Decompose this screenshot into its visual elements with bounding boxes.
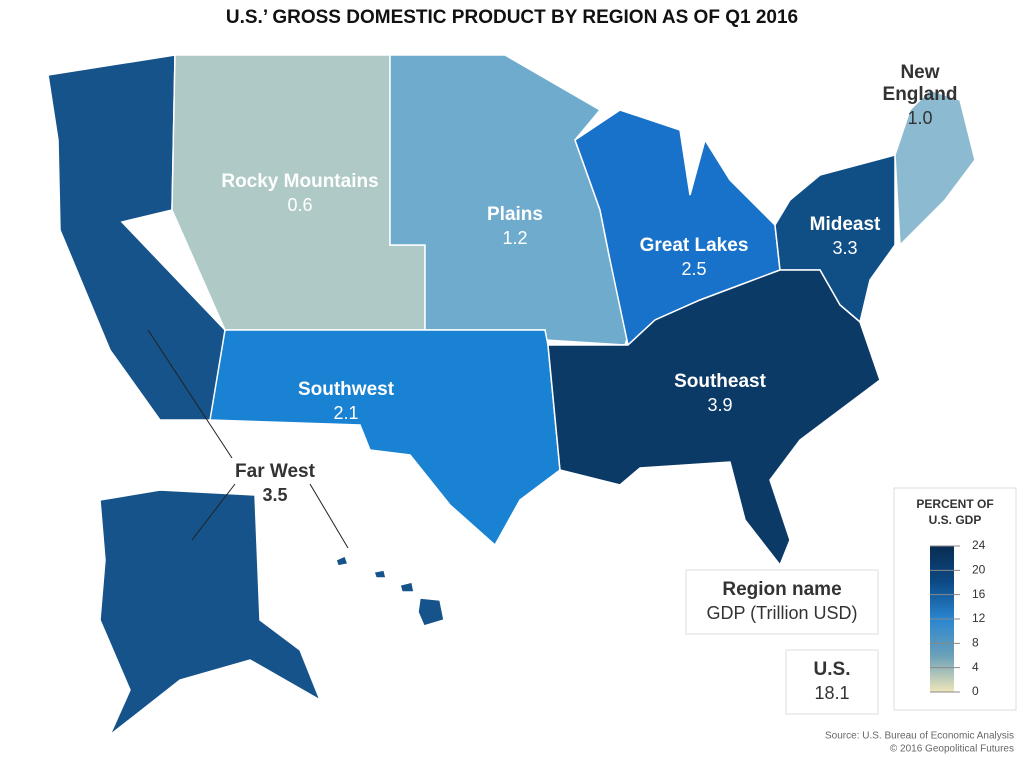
legend-tick-label: 20 [972,563,986,577]
legend-title: U.S. GDP [929,513,982,527]
region-name: Mideast [810,214,881,235]
region-value: 2.1 [333,403,358,423]
region-shape [389,54,631,346]
region-shape [171,54,426,331]
region-name: Southwest [298,379,395,400]
region-shape [99,489,322,736]
legend-title: PERCENT OF [916,497,993,511]
region-shape [417,597,445,627]
region-name: Southeast [674,371,767,392]
legend-tick-label: 16 [972,587,986,601]
region-name: Plains [487,204,543,225]
region-value: 3.3 [832,238,857,258]
region-name: Great Lakes [640,235,749,256]
region-shape [209,329,561,547]
region-shape [335,554,350,567]
legend-tick-label: 12 [972,611,986,625]
total-value: 18.1 [814,683,849,703]
region-shape [373,569,387,579]
region-value: 0.6 [287,195,312,215]
region-name: New England [883,62,958,105]
legend-box [893,487,1017,711]
region-value: 1.0 [907,108,932,128]
source: © 2016 Geopolitical Futures [890,744,1014,755]
total-name: U.S. [814,659,851,680]
region-value: 2.5 [681,259,706,279]
title: U.S.’ GROSS DOMESTIC PRODUCT BY REGION A… [226,7,798,28]
region-name: Rocky Mountains [221,171,378,192]
region-name: Far West [235,461,316,482]
region-shape [399,581,415,593]
regions [47,54,976,736]
source: Source: U.S. Bureau of Economic Analysis [825,731,1014,742]
key-value: GDP (Trillion USD) [706,603,857,623]
leader-line [191,483,236,541]
leader-line [147,329,233,459]
region-value: 1.2 [502,228,527,248]
region-shape [894,89,976,247]
region-value: 3.9 [707,395,732,415]
legend-tick-label: 4 [972,660,979,674]
legend-tick-label: 8 [972,636,979,650]
leader-line [309,483,349,549]
total-box [785,649,879,715]
key-box [685,569,879,635]
region-value: 3.5 [262,485,287,505]
region-shape [547,269,881,567]
legend-tick-label: 0 [972,684,979,698]
key-name: Region name [722,579,841,600]
legend-tick-label: 24 [972,538,986,552]
